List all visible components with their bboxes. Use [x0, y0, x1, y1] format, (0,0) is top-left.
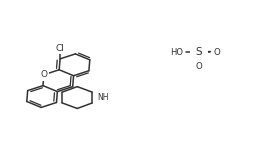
Text: HO: HO — [170, 48, 183, 57]
Text: O: O — [214, 48, 220, 57]
Text: O: O — [40, 70, 47, 79]
Text: Cl: Cl — [56, 44, 65, 53]
Text: NH: NH — [98, 93, 109, 102]
Text: O: O — [196, 62, 202, 71]
Text: S: S — [196, 47, 202, 57]
